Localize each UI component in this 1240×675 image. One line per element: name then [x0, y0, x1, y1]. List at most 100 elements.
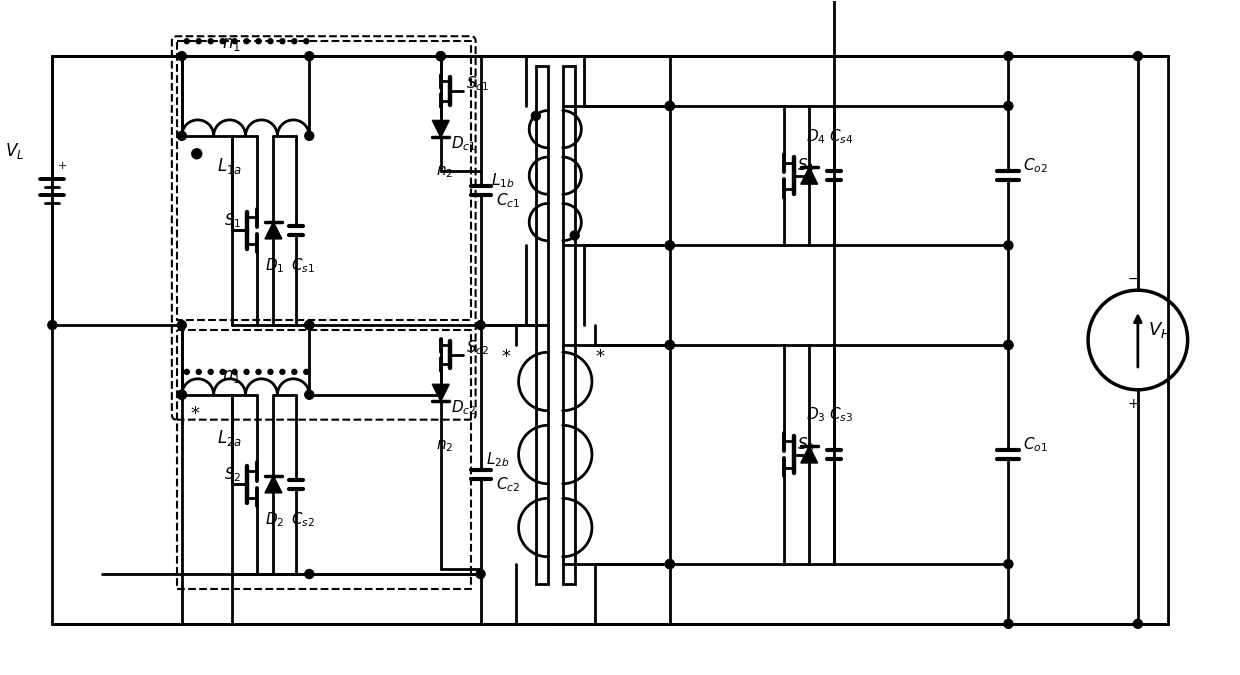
Polygon shape [433, 384, 449, 401]
Circle shape [177, 132, 186, 140]
Circle shape [208, 38, 213, 44]
Text: $n_2$: $n_2$ [435, 165, 453, 180]
Text: $D_2$: $D_2$ [265, 510, 285, 529]
Text: $+$: $+$ [57, 160, 67, 171]
Text: $-$: $-$ [1127, 271, 1140, 286]
Circle shape [244, 38, 249, 44]
Circle shape [221, 369, 226, 375]
Polygon shape [433, 120, 449, 137]
Circle shape [255, 38, 260, 44]
Circle shape [304, 38, 309, 44]
Circle shape [1004, 340, 1013, 350]
Text: $n_2$: $n_2$ [435, 439, 453, 454]
Circle shape [280, 38, 285, 44]
Circle shape [221, 38, 226, 44]
Circle shape [291, 38, 296, 44]
Circle shape [208, 369, 213, 375]
Text: $*$: $*$ [595, 346, 605, 364]
Circle shape [666, 101, 675, 111]
Circle shape [291, 369, 296, 375]
Text: $V_H$: $V_H$ [1148, 320, 1172, 340]
Circle shape [48, 321, 57, 329]
Circle shape [305, 321, 314, 329]
Text: $S_{c2}$: $S_{c2}$ [466, 338, 489, 356]
Circle shape [1004, 52, 1013, 61]
Text: $V_L$: $V_L$ [5, 141, 24, 161]
Text: $S_1$: $S_1$ [223, 211, 241, 230]
Text: $+$: $+$ [1127, 397, 1140, 410]
Text: $S_{c1}$: $S_{c1}$ [466, 74, 489, 92]
Circle shape [436, 52, 445, 61]
Text: $D_1$: $D_1$ [265, 256, 285, 275]
Circle shape [305, 570, 314, 578]
Circle shape [304, 369, 309, 375]
Text: $L_{2b}$: $L_{2b}$ [486, 450, 510, 469]
Circle shape [185, 38, 190, 44]
Circle shape [196, 369, 201, 375]
Polygon shape [801, 446, 817, 463]
Circle shape [1004, 101, 1013, 111]
Polygon shape [265, 476, 281, 493]
Bar [536, 66, 548, 584]
Circle shape [436, 52, 445, 61]
Circle shape [255, 369, 260, 375]
Text: $C_{c1}$: $C_{c1}$ [496, 192, 520, 210]
Text: $L_{2a}$: $L_{2a}$ [217, 427, 242, 448]
Text: $D_{c2}$: $D_{c2}$ [450, 399, 476, 417]
Circle shape [232, 369, 237, 375]
Text: $L_{1a}$: $L_{1a}$ [217, 156, 242, 176]
Circle shape [666, 560, 675, 568]
Circle shape [476, 570, 485, 578]
Circle shape [1004, 620, 1013, 628]
Text: $C_{o1}$: $C_{o1}$ [1023, 435, 1048, 454]
Text: $n_1$: $n_1$ [222, 36, 241, 53]
Text: $D_4$: $D_4$ [806, 127, 826, 146]
Circle shape [666, 340, 675, 350]
Circle shape [666, 241, 675, 250]
Circle shape [1133, 52, 1142, 61]
Text: $C_{s2}$: $C_{s2}$ [291, 510, 315, 529]
Text: $C_{s1}$: $C_{s1}$ [291, 256, 315, 275]
Circle shape [305, 132, 314, 140]
Circle shape [1133, 620, 1142, 628]
Circle shape [532, 111, 541, 120]
Circle shape [666, 101, 675, 111]
Circle shape [185, 369, 190, 375]
Text: $*$: $*$ [501, 346, 511, 364]
Text: $C_{c2}$: $C_{c2}$ [496, 475, 520, 494]
Circle shape [666, 340, 675, 350]
Circle shape [666, 560, 675, 568]
Circle shape [305, 321, 314, 329]
Circle shape [280, 369, 285, 375]
Text: $S_4$: $S_4$ [797, 157, 815, 176]
Text: $D_3$: $D_3$ [806, 406, 826, 425]
Circle shape [177, 321, 186, 329]
Circle shape [177, 390, 186, 399]
Circle shape [666, 241, 675, 250]
Circle shape [196, 38, 201, 44]
Circle shape [244, 369, 249, 375]
Circle shape [305, 390, 314, 399]
Circle shape [192, 148, 202, 159]
Circle shape [305, 52, 314, 61]
Text: $S_3$: $S_3$ [797, 435, 815, 454]
Circle shape [268, 38, 273, 44]
Polygon shape [265, 222, 281, 239]
Circle shape [177, 52, 186, 61]
Circle shape [476, 321, 485, 329]
Circle shape [1004, 340, 1013, 350]
Circle shape [232, 38, 237, 44]
Polygon shape [801, 167, 817, 184]
Text: $L_{1b}$: $L_{1b}$ [491, 171, 515, 190]
Circle shape [570, 231, 579, 240]
Text: $C_{s4}$: $C_{s4}$ [830, 127, 853, 146]
Circle shape [1004, 560, 1013, 568]
Text: $C_{s3}$: $C_{s3}$ [830, 406, 853, 425]
Text: $C_{o2}$: $C_{o2}$ [1023, 157, 1048, 176]
Text: $D_{c1}$: $D_{c1}$ [450, 135, 476, 153]
Text: $S_2$: $S_2$ [223, 466, 241, 484]
Circle shape [268, 369, 273, 375]
Circle shape [1004, 241, 1013, 250]
Text: $n_1$: $n_1$ [222, 368, 241, 385]
Circle shape [177, 390, 186, 399]
